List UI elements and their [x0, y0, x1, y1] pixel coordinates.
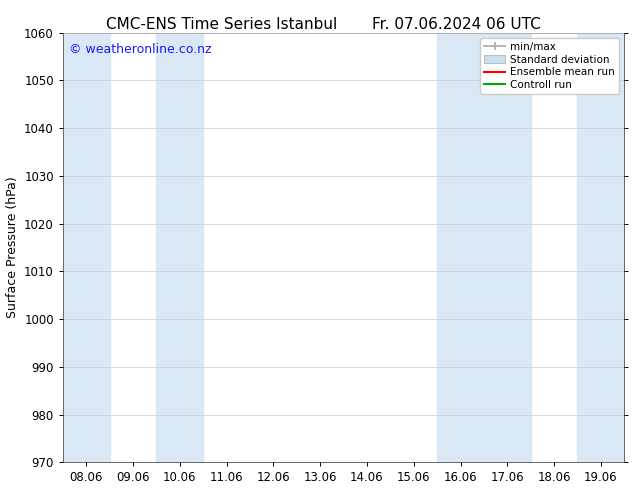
- Text: © weatheronline.co.nz: © weatheronline.co.nz: [68, 43, 211, 56]
- Text: Fr. 07.06.2024 06 UTC: Fr. 07.06.2024 06 UTC: [372, 17, 541, 32]
- Y-axis label: Surface Pressure (hPa): Surface Pressure (hPa): [6, 176, 18, 318]
- Legend: min/max, Standard deviation, Ensemble mean run, Controll run: min/max, Standard deviation, Ensemble me…: [480, 38, 619, 94]
- Bar: [63, 33, 110, 463]
- Text: CMC-ENS Time Series Istanbul: CMC-ENS Time Series Istanbul: [107, 17, 337, 32]
- Bar: [157, 33, 204, 463]
- Bar: [578, 33, 634, 463]
- Bar: [437, 33, 484, 463]
- Bar: [484, 33, 531, 463]
